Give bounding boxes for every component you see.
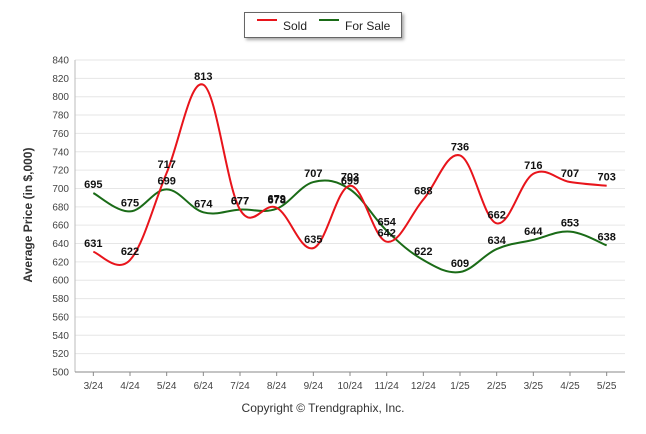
y-tick-label: 620 (52, 257, 69, 268)
data-label-sold: 679 (267, 194, 285, 206)
data-label-for-sale: 674 (194, 198, 213, 210)
y-tick-label: 740 (52, 147, 69, 158)
y-tick-label: 560 (52, 312, 69, 323)
y-tick-label: 580 (52, 294, 69, 305)
data-label-sold: 642 (377, 228, 395, 240)
x-tick-label: 5/25 (597, 381, 617, 392)
data-label-for-sale: 695 (84, 179, 102, 191)
data-label-for-sale: 699 (157, 175, 175, 187)
data-label-sold: 703 (341, 172, 359, 184)
data-label-sold: 703 (597, 172, 615, 184)
series-line-sold (92, 83, 607, 266)
legend-label-for-sale: For Sale (345, 19, 391, 33)
series-line-for-sale (92, 179, 608, 274)
x-tick-label: 10/24 (337, 381, 362, 392)
x-tick-label: 4/24 (120, 381, 140, 392)
y-tick-label: 820 (52, 74, 69, 85)
y-tick-label: 700 (52, 184, 69, 195)
y-tick-label: 760 (52, 129, 69, 140)
chart-legend: Sold For Sale (244, 12, 402, 38)
x-tick-label: 6/24 (194, 381, 214, 392)
data-label-for-sale: 675 (121, 197, 139, 209)
data-label-sold: 717 (157, 159, 175, 171)
y-tick-label: 640 (52, 239, 69, 250)
data-label-for-sale: 638 (597, 231, 615, 243)
x-tick-label: 7/24 (230, 381, 250, 392)
y-tick-label: 540 (52, 331, 69, 342)
data-label-sold: 677 (231, 196, 249, 208)
legend-swatch-sold (257, 19, 277, 21)
data-label-for-sale: 653 (561, 218, 579, 230)
y-tick-label: 680 (52, 202, 69, 213)
y-tick-label: 840 (52, 56, 69, 67)
y-tick-label: 800 (52, 92, 69, 103)
data-label-for-sale: 707 (304, 168, 322, 180)
data-label-sold: 622 (121, 246, 139, 258)
data-label-sold: 631 (84, 238, 102, 250)
data-label-sold: 736 (451, 141, 469, 153)
y-tick-label: 780 (52, 111, 69, 122)
data-label-sold: 662 (487, 209, 505, 221)
x-tick-label: 12/24 (411, 381, 436, 392)
x-tick-label: 3/24 (84, 381, 104, 392)
x-tick-label: 3/25 (524, 381, 544, 392)
data-label-for-sale: 678 (267, 195, 285, 207)
x-tick-label: 1/25 (450, 381, 470, 392)
data-label-for-sale: 654 (377, 217, 396, 229)
y-tick-label: 720 (52, 166, 69, 177)
data-label-sold: 813 (194, 71, 212, 83)
data-label-sold: 635 (304, 234, 322, 246)
data-label-sold: 688 (414, 185, 432, 197)
data-label-for-sale: 644 (524, 226, 543, 238)
legend-swatch-for-sale (319, 19, 339, 21)
x-tick-label: 8/24 (267, 381, 287, 392)
x-tick-label: 9/24 (304, 381, 324, 392)
y-tick-label: 520 (52, 349, 69, 360)
data-label-for-sale: 622 (414, 246, 432, 258)
y-axis-label: Average Price (in $,000) (21, 147, 35, 283)
y-tick-label: 600 (52, 276, 69, 287)
x-tick-label: 4/25 (560, 381, 580, 392)
x-tick-label: 2/25 (487, 381, 507, 392)
x-tick-label: 5/24 (157, 381, 177, 392)
legend-label-sold: Sold (283, 19, 308, 33)
y-tick-label: 500 (52, 368, 69, 379)
data-label-for-sale: 677 (231, 196, 249, 208)
copyright-text: Copyright © Trendgraphix, Inc. (241, 401, 405, 415)
x-tick-label: 11/24 (375, 381, 400, 392)
data-label-for-sale: 609 (451, 258, 469, 270)
data-label-sold: 707 (561, 168, 579, 180)
data-label-for-sale: 634 (487, 235, 506, 247)
y-tick-label: 660 (52, 221, 69, 232)
data-label-for-sale: 699 (341, 175, 359, 187)
data-label-sold: 716 (524, 160, 542, 172)
